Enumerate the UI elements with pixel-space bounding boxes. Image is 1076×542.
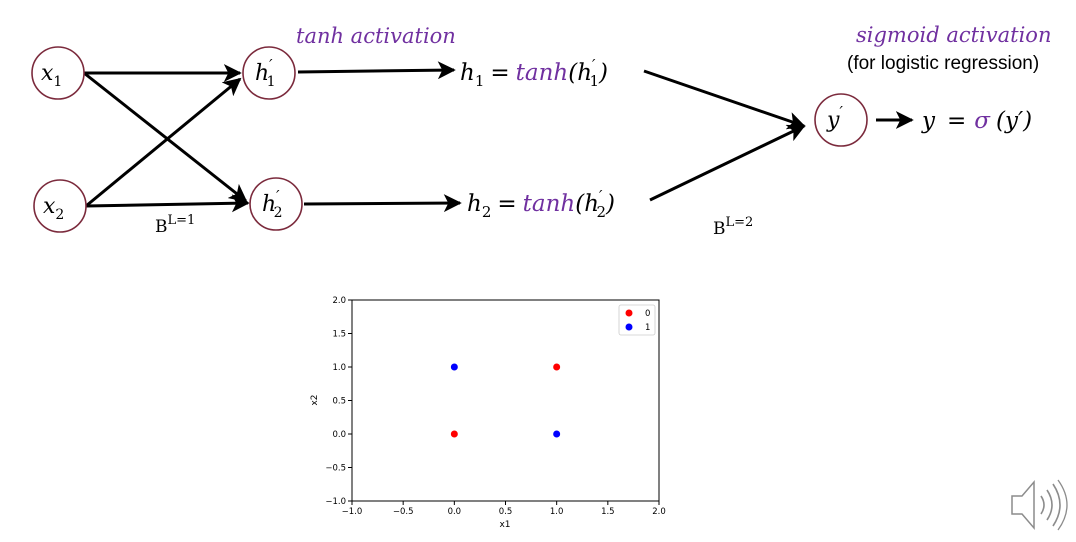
y-tick-label: 1.5 <box>332 330 346 340</box>
svg-text:x2: x2 <box>43 194 64 223</box>
y-tick-label: −0.5 <box>325 464 346 474</box>
data-points <box>450 363 561 438</box>
svg-text:x1: x1 <box>41 61 62 90</box>
plot-area <box>351 299 660 502</box>
legend-marker-0 <box>625 309 633 317</box>
x-tick-label: −1.0 <box>342 507 363 517</box>
y-axis-ticks: −1.0 −0.5 0.0 0.5 1.0 1.5 2.0 <box>325 296 352 507</box>
svg-text:y′: y′ <box>826 103 843 133</box>
weights-layer1-label: BL=1 <box>155 213 195 237</box>
equation-h2: h2 = tanh(h′ 2) <box>467 187 615 221</box>
x-tick-label: 2.0 <box>652 507 666 517</box>
edge-h1-eq <box>297 61 456 80</box>
x-axis-label: x1 <box>499 520 510 530</box>
x-tick-label: 1.5 <box>601 507 615 517</box>
edge-eq2-y <box>649 124 806 202</box>
node-h2-prime: h′ 2 <box>249 177 303 231</box>
x-tick-label: 0.5 <box>499 507 513 517</box>
edge-h2-eq <box>303 194 462 213</box>
legend: 0 1 <box>618 304 656 336</box>
data-point-class-0 <box>553 363 561 371</box>
x-tick-label: −0.5 <box>393 507 414 517</box>
tanh-activation-label: tanh activation <box>296 24 456 48</box>
legend-marker-1 <box>625 323 633 331</box>
y-tick-label: 0.5 <box>332 397 346 407</box>
edge-x1-h2 <box>83 71 248 203</box>
sigmoid-activation-label: sigmoid activation <box>856 23 1051 47</box>
speaker-icon[interactable] <box>1011 479 1068 531</box>
data-point-class-1 <box>553 430 561 438</box>
y-tick-label: 0.0 <box>332 430 346 440</box>
xor-scatter-chart: −1.0 −0.5 0.0 0.5 1.0 1.5 2.0 −1.0 −0.5 0.0 0.5 1.… <box>310 296 666 530</box>
data-point-class-0 <box>450 430 458 438</box>
edge-x2-h2 <box>85 194 250 213</box>
y-tick-label: 2.0 <box>332 296 346 306</box>
node-y-prime: y′ <box>814 93 868 147</box>
x-tick-label: 1.0 <box>550 507 564 517</box>
x-tick-label: 0.0 <box>448 507 462 517</box>
logistic-regression-note: (for logistic regression) <box>847 53 1039 74</box>
legend-label-0: 0 <box>645 309 650 319</box>
y-tick-label: −1.0 <box>325 497 346 507</box>
node-x1: x1 <box>31 46 85 100</box>
legend-label-1: 1 <box>645 323 650 333</box>
weights-layer2-label: BL=2 <box>713 215 753 239</box>
equation-h1: h1 = tanh(h′ 1) <box>460 56 608 90</box>
network-diagram: x1 x2 h′ 1 h′ 2 y′ tanh activation sigmoid… <box>31 23 1051 239</box>
edge-eq1-y <box>643 69 806 130</box>
node-h1-prime: h′ 1 <box>242 46 296 100</box>
y-tick-label: 1.0 <box>332 363 346 373</box>
svg-text:h′1: h′ 1 <box>255 56 276 90</box>
equation-y: y = σ (y′) <box>921 108 1032 134</box>
svg-text:h′2: h′ 2 <box>262 187 283 221</box>
edge-x2-h1 <box>85 77 242 208</box>
y-axis-label: x2 <box>310 394 320 405</box>
data-point-class-1 <box>450 363 458 371</box>
node-x2: x2 <box>33 179 87 233</box>
x-axis-ticks: −1.0 −0.5 0.0 0.5 1.0 1.5 2.0 <box>342 501 666 517</box>
